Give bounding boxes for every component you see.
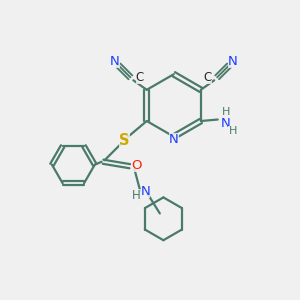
Text: N: N xyxy=(110,56,120,68)
Text: N: N xyxy=(169,133,179,146)
Text: N: N xyxy=(141,185,150,198)
Text: O: O xyxy=(131,159,142,172)
Text: N: N xyxy=(228,56,238,68)
Text: H: H xyxy=(222,107,230,117)
Text: S: S xyxy=(119,133,130,148)
Text: C: C xyxy=(204,71,212,84)
Text: N: N xyxy=(221,117,231,130)
Text: H: H xyxy=(132,189,141,203)
Text: H: H xyxy=(228,126,237,136)
Text: C: C xyxy=(136,71,144,84)
